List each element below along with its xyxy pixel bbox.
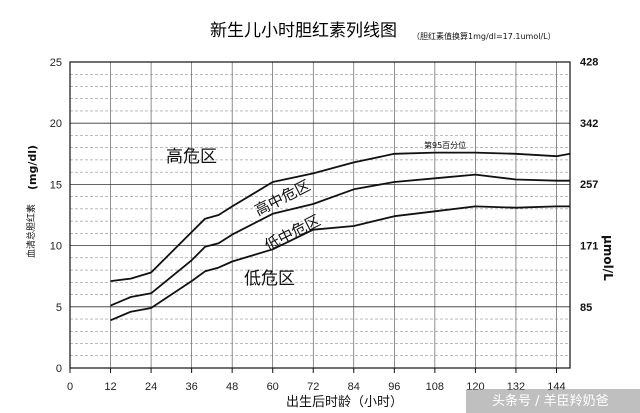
percentile-curve-0 [110,151,571,282]
tick-labels: 0 12 24 36 48 60 72 84 96 108 120 132 14405101520258… [50,57,599,393]
y-tick-label-4: 20 [50,118,62,130]
y-tick-label-5: 25 [50,57,62,69]
x-tick-label-0: 0 [67,381,73,393]
chart-subtitle: （胆红素值换算1mg/dl=17.1umol/L） [412,31,556,41]
y-axis-label-left: 血清总胆红素 [25,204,37,258]
y-axis-label-right: μmol/L [601,235,615,281]
right-tick-label-3: 342 [580,118,598,130]
percentile-curve-1 [110,173,570,307]
watermark-text: 头条号 / 羊臣羚奶爸 [492,393,609,409]
right-tick-label-0: 85 [580,302,592,314]
y-tick-label-2: 10 [50,241,62,253]
percentile-95-label: 第95百分位 [424,140,466,150]
x-tick-label-6: 72 [307,381,319,393]
plot-frame [69,61,571,369]
y-tick-label-3: 15 [50,179,62,191]
x-tick-label-8: 96 [388,381,400,393]
zone-label-high-intermediate: 高中危区 [252,176,314,219]
x-tick-label-4: 48 [226,381,238,393]
axes [69,61,571,369]
zone-label-low-risk: 低危区 [244,269,295,289]
x-tick-label-5: 60 [267,381,279,393]
right-tick-label-4: 428 [580,57,598,69]
watermark-backdrop [466,389,640,413]
right-tick-label-1: 171 [580,241,598,253]
x-axis-label: 出生后时龄（小时） [286,395,403,410]
x-tick-label-9: 108 [426,381,444,393]
right-tick-label-2: 257 [580,179,598,191]
percentile-curves [110,151,571,322]
grid-lines [70,62,570,368]
zone-label-low-intermediate: 低中危区 [262,211,324,254]
x-tick-label-2: 24 [145,381,157,393]
y-tick-label-0: 0 [56,363,62,375]
chart-title: 新生儿小时胆红素列线图 [210,21,397,41]
y-axis-unit-left: (mg/dl) [26,145,39,190]
zone-label-high-risk: 高危区 [166,147,217,167]
x-tick-label-1: 12 [104,381,116,393]
x-tick-label-7: 84 [348,381,360,393]
x-tick-label-3: 36 [185,381,197,393]
y-tick-label-1: 5 [56,302,62,314]
percentile-curve-2 [110,205,570,322]
